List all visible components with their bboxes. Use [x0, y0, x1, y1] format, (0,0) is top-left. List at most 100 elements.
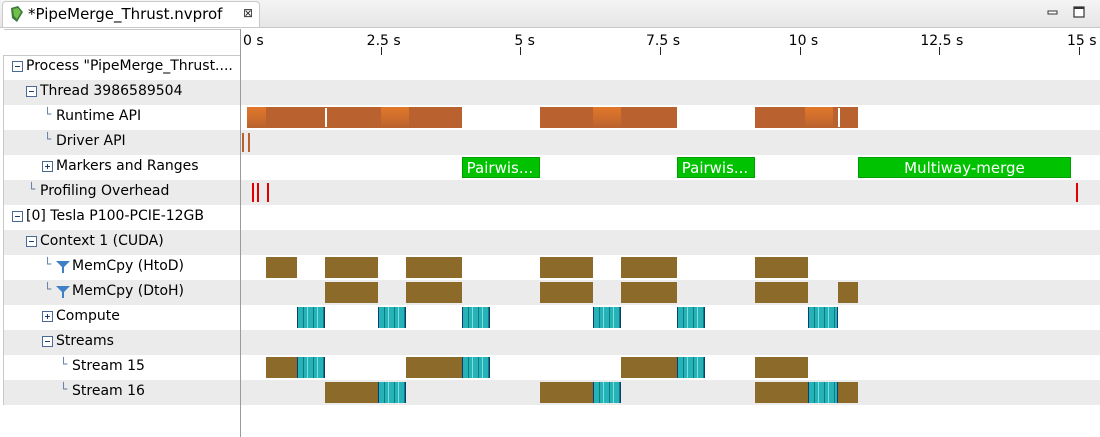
tree-row-markers-and-ranges[interactable]: Markers and Ranges	[4, 155, 1100, 180]
tree-row-memcpy-htod[interactable]: └ MemCpy (HtoD)	[4, 255, 1100, 280]
editor-tab-bar: *PipeMerge_Thrust.nvprof ⊠	[0, 0, 1100, 28]
event-tick-mark[interactable]	[252, 183, 255, 202]
kernel-launch-bar[interactable]	[296, 357, 325, 378]
event-tick-mark[interactable]	[267, 183, 270, 202]
runtime-api-bar[interactable]	[539, 107, 677, 128]
tree-row-driver-api[interactable]: └ Driver API	[4, 130, 1100, 155]
tab-pipemerge-thrust[interactable]: *PipeMerge_Thrust.nvprof ⊠	[2, 1, 260, 27]
collapse-icon[interactable]	[26, 86, 37, 97]
ruler-tick-label: 2.5 s	[366, 33, 401, 49]
row-label: Runtime API	[56, 108, 142, 124]
event-tick-mark[interactable]	[242, 133, 245, 152]
expand-icon[interactable]	[42, 311, 53, 322]
tree-row-stream-15[interactable]: └ Stream 15	[4, 355, 1100, 380]
tree-leaf-connector-icon: └	[44, 132, 52, 146]
row-label: Driver API	[56, 133, 126, 149]
kernel-launch-bar[interactable]	[377, 307, 406, 328]
minimize-icon[interactable]	[1046, 5, 1060, 19]
tree-row-context[interactable]: Context 1 (CUDA)	[4, 230, 1100, 255]
row-label: Compute	[56, 308, 120, 324]
event-tick-mark[interactable]	[1076, 183, 1079, 202]
memcpy-htod-bar[interactable]	[266, 257, 297, 278]
marker-range-bar[interactable]: Pairwis...	[676, 157, 755, 178]
kernel-launch-bar[interactable]	[808, 307, 838, 328]
row-label: Stream 16	[72, 383, 145, 399]
stream-memcpy-bar[interactable]	[324, 382, 378, 403]
memcpy-dtoh-bar[interactable]	[620, 282, 677, 303]
stream-memcpy-bar[interactable]	[539, 382, 593, 403]
kernel-launch-bar[interactable]	[592, 382, 621, 403]
memcpy-dtoh-bar[interactable]	[324, 282, 378, 303]
memcpy-htod-bar[interactable]	[620, 257, 677, 278]
expand-icon[interactable]	[42, 161, 53, 172]
collapse-icon[interactable]	[26, 236, 37, 247]
pane-divider[interactable]	[240, 29, 241, 437]
ruler-tick-mark	[1079, 47, 1080, 55]
tree-row-profiling-overhead[interactable]: └ Profiling Overhead	[4, 180, 1100, 205]
tree-row-compute[interactable]: Compute	[4, 305, 1100, 330]
memcpy-htod-bar[interactable]	[324, 257, 378, 278]
kernel-launch-bar[interactable]	[461, 357, 490, 378]
memcpy-htod-bar[interactable]	[405, 257, 462, 278]
tree-row-runtime-api[interactable]: └ Runtime API	[4, 105, 1100, 130]
runtime-api-call-highlight[interactable]	[380, 107, 409, 128]
row-label: MemCpy (DtoH)	[72, 283, 185, 299]
tree-row-streams[interactable]: Streams	[4, 330, 1100, 355]
runtime-api-bar[interactable]	[754, 107, 859, 128]
runtime-api-bar[interactable]	[246, 107, 462, 128]
filter-icon	[56, 286, 70, 298]
collapse-icon[interactable]	[12, 61, 23, 72]
row-label: Streams	[56, 333, 114, 349]
maximize-icon[interactable]	[1072, 5, 1086, 19]
event-tick-mark[interactable]	[256, 183, 259, 202]
ruler-header-left	[4, 29, 240, 56]
collapse-icon[interactable]	[42, 336, 53, 347]
tree-leaf-connector-icon: └	[44, 282, 52, 296]
collapse-icon[interactable]	[12, 211, 23, 222]
tree-row-process[interactable]: Process "PipeMerge_Thrust....	[4, 55, 1100, 80]
memcpy-htod-bar[interactable]	[539, 257, 593, 278]
event-tick-mark[interactable]	[837, 108, 840, 127]
stream-memcpy-bar[interactable]	[266, 357, 297, 378]
row-label: MemCpy (HtoD)	[72, 258, 185, 274]
stream-memcpy-bar[interactable]	[754, 357, 809, 378]
filter-icon	[56, 261, 70, 273]
stream-memcpy-bar[interactable]	[405, 357, 462, 378]
memcpy-htod-bar[interactable]	[754, 257, 809, 278]
tree-left-border	[3, 55, 4, 405]
memcpy-dtoh-bar[interactable]	[405, 282, 462, 303]
kernel-launch-bar[interactable]	[377, 382, 406, 403]
marker-range-bar[interactable]: Multiway-merge	[858, 157, 1071, 178]
kernel-launch-bar[interactable]	[676, 307, 705, 328]
event-tick-mark[interactable]	[247, 133, 250, 152]
kernel-launch-bar[interactable]	[592, 307, 621, 328]
ruler-tick-mark	[800, 47, 801, 55]
kernel-launch-bar[interactable]	[676, 357, 705, 378]
tree-row-device[interactable]: [0] Tesla P100-PCIE-12GB	[4, 205, 1100, 230]
row-label: Context 1 (CUDA)	[40, 233, 164, 249]
kernel-launch-bar[interactable]	[296, 307, 325, 328]
ruler-tick-mark	[520, 47, 521, 55]
row-label: Thread 3986589504	[40, 83, 183, 99]
tree-leaf-connector-icon: └	[60, 382, 68, 396]
stream-memcpy-bar[interactable]	[754, 382, 809, 403]
kernel-launch-bar[interactable]	[461, 307, 490, 328]
kernel-launch-bar[interactable]	[808, 382, 838, 403]
close-icon[interactable]: ⊠	[243, 6, 254, 20]
ruler-tick-mark	[660, 47, 661, 55]
memcpy-dtoh-bar[interactable]	[539, 282, 593, 303]
runtime-api-call-highlight[interactable]	[246, 107, 267, 128]
stream-memcpy-bar[interactable]	[620, 357, 677, 378]
ruler-tick-mark	[381, 47, 382, 55]
row-label: [0] Tesla P100-PCIE-12GB	[26, 208, 205, 224]
ruler-tick-label: 7.5 s	[646, 33, 681, 49]
tree-row-thread[interactable]: Thread 3986589504	[4, 80, 1100, 105]
event-tick-mark[interactable]	[324, 108, 327, 127]
marker-range-bar[interactable]: Pairwis...	[461, 157, 540, 178]
runtime-api-call-highlight[interactable]	[805, 107, 834, 128]
stream-memcpy-bar[interactable]	[837, 382, 859, 403]
memcpy-dtoh-bar[interactable]	[837, 282, 859, 303]
runtime-api-call-highlight[interactable]	[592, 107, 621, 128]
memcpy-dtoh-bar[interactable]	[754, 282, 809, 303]
tree-leaf-connector-icon: └	[60, 357, 68, 371]
